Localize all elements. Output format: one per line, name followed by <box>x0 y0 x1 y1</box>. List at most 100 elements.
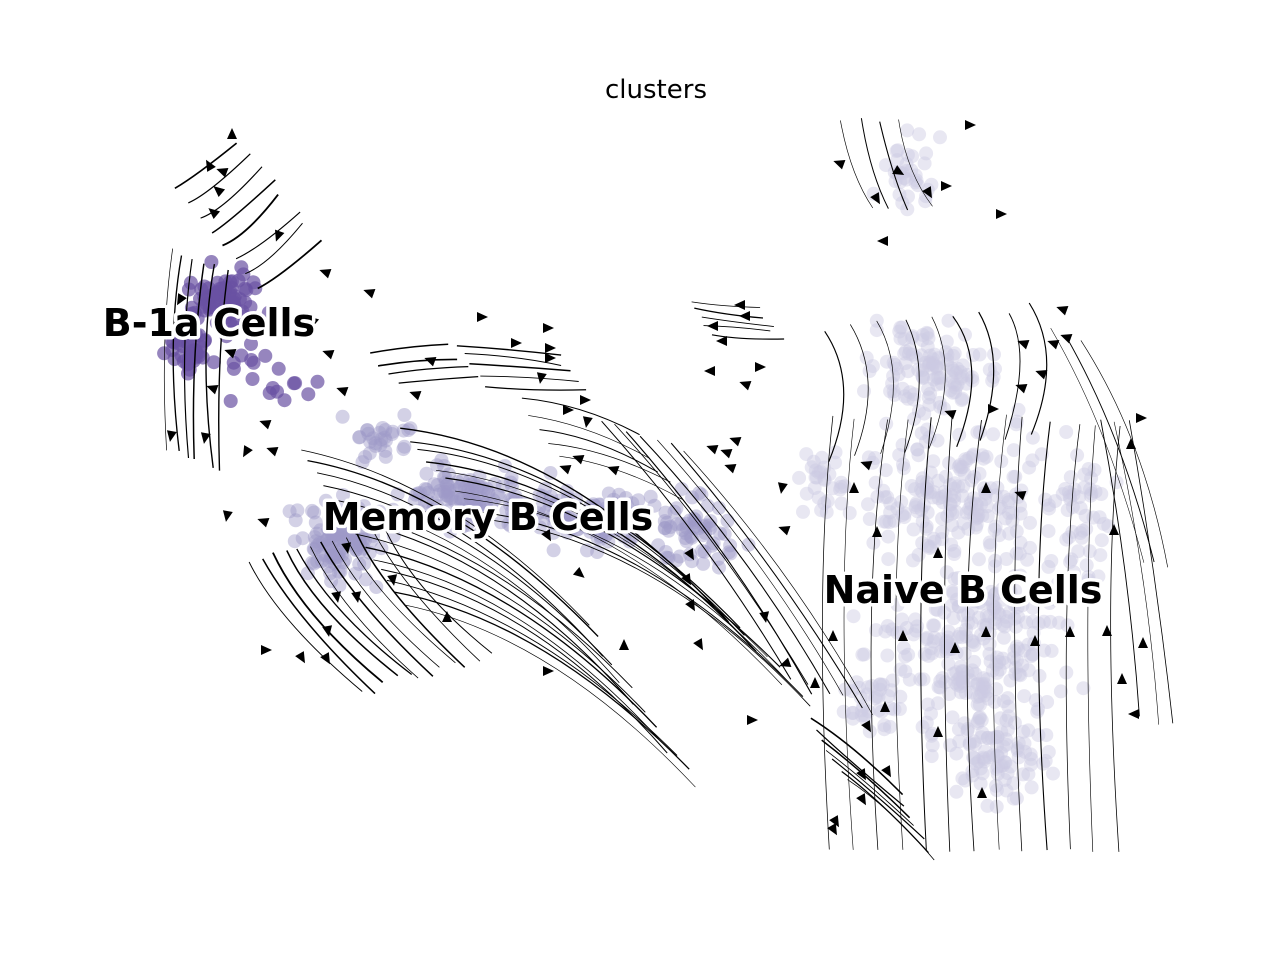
cell-point <box>992 662 1007 677</box>
cell-point <box>697 544 712 559</box>
cell-point <box>1042 501 1056 516</box>
cell-point <box>326 549 341 564</box>
cell-point <box>931 370 946 385</box>
cell-point <box>620 498 634 513</box>
cell-point <box>439 488 453 503</box>
cell-point <box>1072 490 1087 505</box>
cell-point <box>625 496 640 511</box>
streamline <box>601 420 792 680</box>
streamline <box>952 315 973 448</box>
velocity-arrowhead <box>206 159 216 172</box>
cell-point <box>1015 658 1030 673</box>
cell-point <box>926 356 941 370</box>
cell-point <box>811 490 826 505</box>
streamline <box>469 363 571 372</box>
cell-point <box>305 503 320 518</box>
cell-point <box>834 475 849 490</box>
cell-point <box>950 361 965 376</box>
cell-point <box>209 302 224 317</box>
streamline <box>920 417 932 852</box>
cell-point <box>1009 546 1024 561</box>
streamline <box>345 537 456 664</box>
cell-point <box>482 505 497 520</box>
cell-point <box>996 739 1011 754</box>
cell-point <box>854 708 869 723</box>
cell-point <box>923 485 937 500</box>
cell-point <box>869 323 884 338</box>
cell-point <box>440 485 455 499</box>
cell-point <box>938 469 953 484</box>
velocity-arrowhead <box>684 548 694 561</box>
cell-point <box>955 358 970 373</box>
streamline <box>398 375 479 384</box>
cell-point <box>917 647 932 662</box>
cell-point <box>600 527 615 541</box>
cell-point <box>703 521 718 536</box>
cell-point <box>973 776 988 791</box>
velocity-arrowhead <box>996 209 1007 219</box>
cell-point <box>979 449 994 464</box>
cell-point <box>951 629 966 644</box>
velocity-arrowhead <box>477 312 488 322</box>
streamline <box>192 263 205 460</box>
cell-point <box>324 538 339 553</box>
cell-point <box>982 535 997 550</box>
cell-point <box>1008 469 1023 484</box>
cell-point <box>557 511 572 526</box>
cell-point <box>922 355 937 370</box>
cell-point <box>897 332 912 347</box>
velocity-arrowhead <box>1030 635 1040 646</box>
cell-point <box>968 666 983 681</box>
cell-point <box>463 477 478 492</box>
cell-point <box>506 499 521 514</box>
cell-point <box>980 684 995 699</box>
cell-point <box>849 675 864 690</box>
cell-point <box>562 511 577 526</box>
cell-point <box>965 373 980 388</box>
velocity-arrowhead <box>177 293 187 306</box>
cell-point <box>322 554 337 568</box>
streamline <box>876 320 894 454</box>
cell-point <box>845 706 860 720</box>
streamline <box>816 729 905 807</box>
cell-point <box>988 361 1002 376</box>
cell-point <box>1001 506 1016 520</box>
cell-point <box>939 639 954 653</box>
cell-point <box>996 592 1011 607</box>
cell-point <box>1006 776 1021 791</box>
cell-point <box>898 356 913 371</box>
cell-point <box>585 502 600 517</box>
cell-point <box>606 496 621 511</box>
velocity-arrowhead <box>409 391 422 401</box>
cell-point <box>990 650 1005 665</box>
cell-point <box>966 348 981 362</box>
cell-point <box>349 542 364 557</box>
cell-point <box>437 459 452 473</box>
cell-point <box>970 697 985 712</box>
cell-point <box>1013 535 1028 550</box>
cell-point <box>996 630 1011 645</box>
cell-point <box>976 750 991 765</box>
cell-point <box>430 458 444 473</box>
cell-point <box>834 496 849 511</box>
cell-point <box>1096 516 1111 531</box>
cell-point <box>667 504 682 519</box>
streamline <box>331 540 440 668</box>
cell-point <box>920 630 935 645</box>
cell-point <box>419 482 434 497</box>
cell-point <box>799 447 814 462</box>
velocity-arrowhead <box>870 192 880 205</box>
streamline <box>559 455 682 500</box>
cell-point <box>998 732 1013 747</box>
cell-point <box>845 711 860 726</box>
streamline <box>1113 421 1159 725</box>
streamline <box>480 375 579 382</box>
cell-point <box>890 153 905 168</box>
cell-point <box>921 331 936 346</box>
cell-point <box>893 331 908 346</box>
cell-point <box>970 497 984 512</box>
cell-point <box>675 523 690 537</box>
cell-point <box>908 498 923 513</box>
cell-point <box>470 513 485 528</box>
cell-point <box>157 346 172 361</box>
